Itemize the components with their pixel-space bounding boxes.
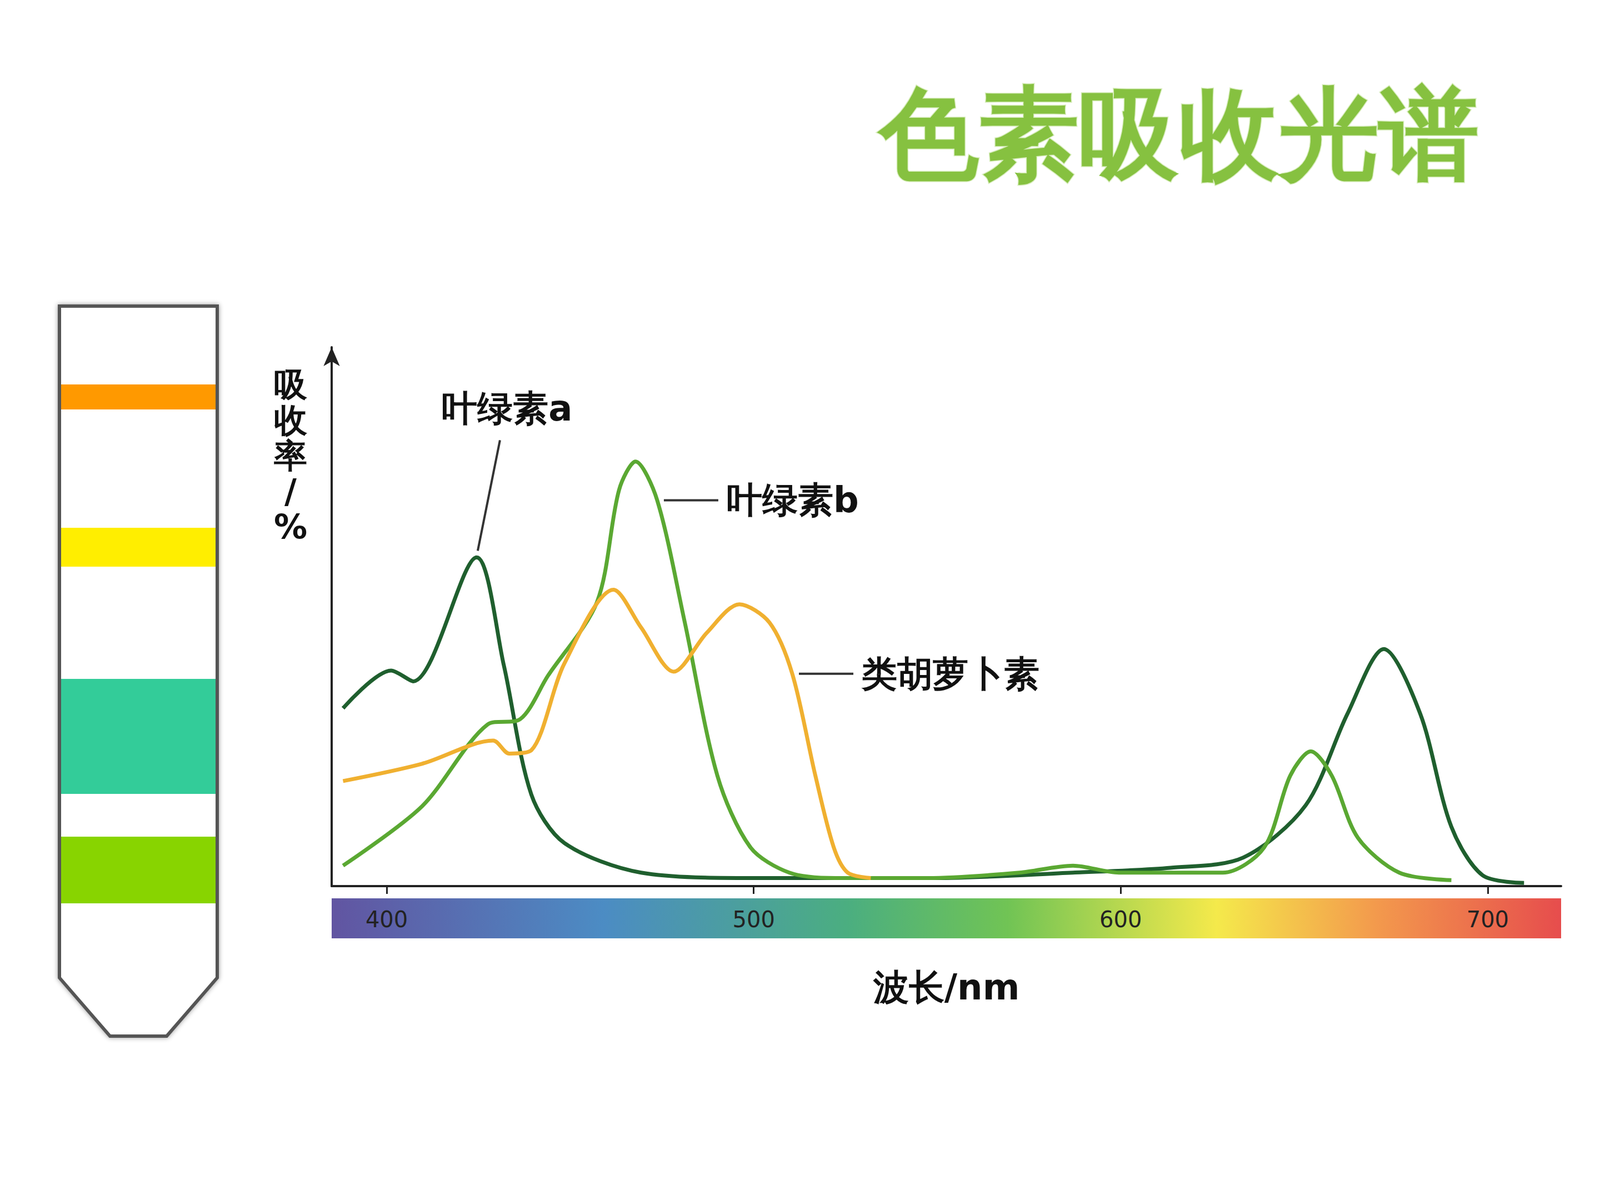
svg-text:收: 收 (273, 400, 308, 440)
svg-text:500: 500 (732, 906, 775, 933)
svg-text:波长/nm: 波长/nm (872, 966, 1020, 1008)
svg-text:率: 率 (273, 436, 308, 475)
svg-text:叶绿素b: 叶绿素b (726, 479, 859, 521)
svg-text:400: 400 (365, 906, 408, 933)
svg-text:%: % (273, 507, 308, 547)
svg-text:600: 600 (1099, 906, 1142, 933)
svg-text:叶绿素a: 叶绿素a (441, 387, 573, 429)
svg-text:700: 700 (1466, 906, 1509, 933)
svg-text:类胡萝卜素: 类胡萝卜素 (861, 653, 1040, 695)
svg-text:/: / (284, 471, 297, 511)
svg-text:吸: 吸 (273, 365, 308, 404)
svg-text:色素吸收光谱: 色素吸收光谱 (876, 76, 1479, 193)
